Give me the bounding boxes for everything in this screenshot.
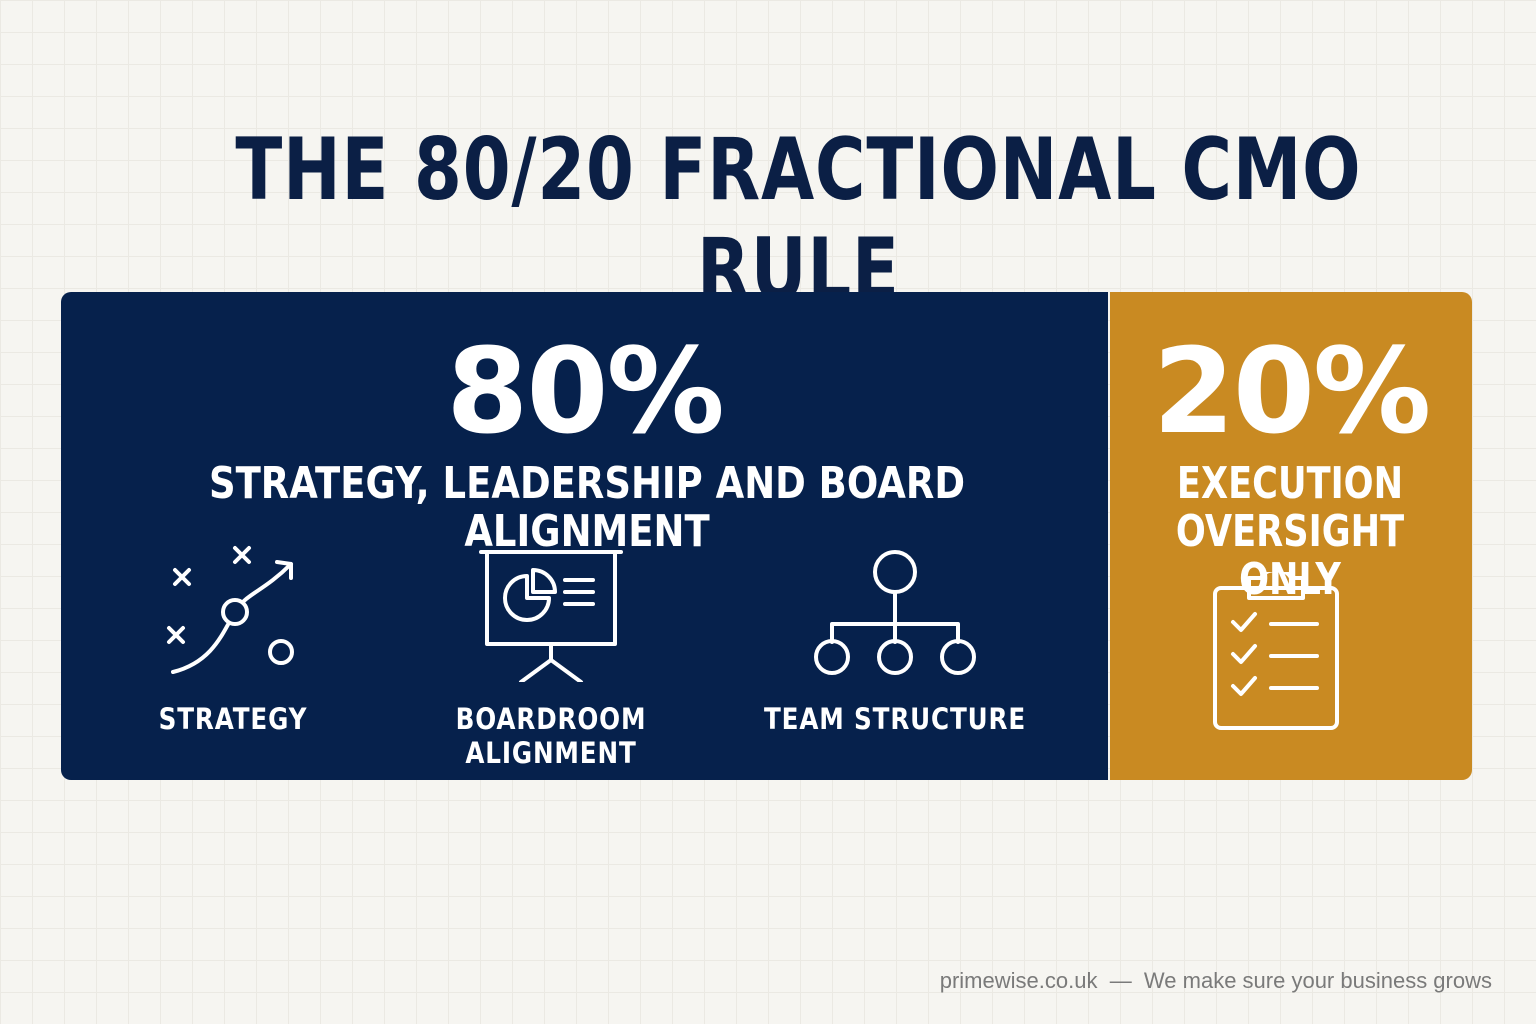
presentation-board-icon xyxy=(479,550,623,682)
checklist-clipboard-icon xyxy=(1213,572,1339,730)
primary-subtitle: STRATEGY, LEADERSHIP AND BOARD ALIGNMENT xyxy=(208,458,966,557)
strategy-play-icon xyxy=(167,546,294,674)
pillar-strategy: STRATEGY xyxy=(73,542,393,762)
pillar-label-strategy: STRATEGY xyxy=(158,702,308,736)
strategy-80-panel: 80% STRATEGY, LEADERSHIP AND BOARD ALIGN… xyxy=(61,292,1108,780)
org-chart-icon xyxy=(814,550,976,675)
footer-site-link[interactable]: primewise.co.uk xyxy=(939,968,1098,993)
pillar-boardroom-alignment: BOARDROOM ALIGNMENT xyxy=(391,542,711,770)
pillar-label-boardroom-alignment: BOARDROOM ALIGNMENT xyxy=(455,702,647,770)
secondary-subtitle-line1: EXECUTION xyxy=(1176,458,1404,509)
secondary-percent: 20% xyxy=(1152,322,1431,460)
footer-separator: — xyxy=(1109,968,1132,993)
pillar-team-structure: TEAM STRUCTURE xyxy=(735,542,1055,762)
footer-tagline: We make sure your business grows xyxy=(1143,968,1492,993)
primary-percent: 80% xyxy=(446,322,724,460)
footer: primewise.co.uk — We make sure your busi… xyxy=(940,968,1492,994)
execution-20-panel: 20% EXECUTION OVERSIGHT ONLY xyxy=(1110,292,1472,780)
pillar-label-team-structure: TEAM STRUCTURE xyxy=(763,702,1027,736)
page-title: THE 80/20 FRACTIONAL CMO RULE xyxy=(235,120,1362,320)
